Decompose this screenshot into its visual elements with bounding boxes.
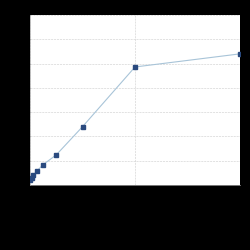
Y-axis label: OD: OD xyxy=(9,96,14,104)
X-axis label: Human Pyruvate Dehydrogenase Phosphatase (PDP)
Concentration (ng/ml): Human Pyruvate Dehydrogenase Phosphatase… xyxy=(62,197,208,208)
